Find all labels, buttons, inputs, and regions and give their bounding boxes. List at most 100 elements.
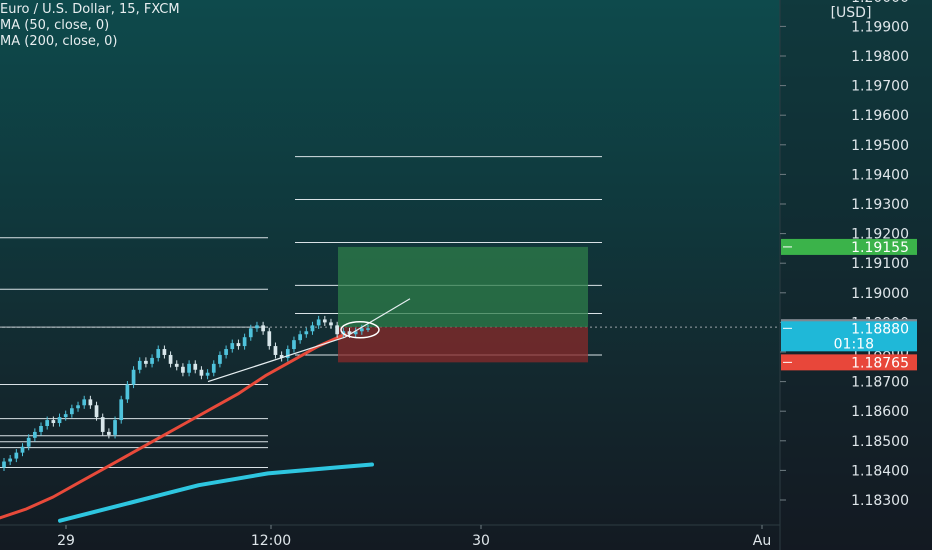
currency-label: [USD]: [831, 5, 872, 21]
candle-body: [255, 325, 259, 329]
candle-body: [236, 343, 241, 347]
candle-body: [57, 417, 62, 424]
candles: [2, 315, 370, 471]
price-tag: [781, 354, 917, 371]
trendline: [344, 298, 411, 338]
price-tick-label: 1.19600: [851, 108, 909, 124]
price-axis-background: [780, 0, 932, 550]
candle-body: [113, 420, 117, 435]
candle-body: [2, 461, 6, 468]
price-tick-label: 1.19400: [851, 167, 909, 183]
time-axis: 29 12:00 30 Au: [0, 524, 780, 549]
candle-body: [359, 328, 364, 332]
candle-body: [156, 349, 161, 358]
candle-body: [310, 325, 315, 332]
candle-body: [100, 417, 105, 432]
candle-body: [76, 405, 80, 409]
candle-body: [119, 399, 124, 421]
candle-body: [26, 437, 31, 447]
candle-body: [322, 319, 327, 323]
ma50-line: [0, 332, 347, 520]
price-tag: [781, 321, 917, 352]
candle-body: [211, 363, 216, 373]
ma50-series: [0, 332, 347, 520]
ma200-series: [58, 462, 374, 523]
price-tick-label: 1.19200: [851, 227, 909, 243]
candle-body: [298, 334, 302, 341]
candle-body: [304, 331, 309, 335]
target-zone: [338, 246, 588, 328]
candle-body: [205, 372, 210, 376]
candle-body: [187, 363, 191, 373]
price-tick-label: 1.19800: [851, 49, 909, 65]
price-axis: 1.20000 1.19900 1.19800 1.19700 1.19600 1.195…: [779, 0, 932, 550]
price-tag-label: 1.18880: [851, 321, 909, 337]
price-tick-label: 1.19500: [851, 138, 909, 154]
candle-body: [137, 360, 142, 370]
candle-body: [82, 399, 87, 406]
candle-body: [248, 328, 253, 338]
price-tick-label: 1.18300: [851, 493, 909, 509]
candle-body: [335, 325, 340, 335]
candle-body: [218, 354, 222, 364]
candle-body: [181, 366, 185, 373]
time-tick-label: 29: [57, 533, 75, 549]
price-tick-label: 1.20000: [851, 0, 909, 6]
candle-body: [51, 420, 56, 424]
candle-body: [14, 452, 19, 459]
candle-body: [285, 349, 290, 358]
candle-body: [193, 363, 198, 370]
candle-body: [162, 349, 167, 355]
candle-body: [366, 328, 370, 330]
ma50-legend: MA (50, close, 0): [0, 18, 110, 33]
candle-body: [261, 325, 265, 332]
candle-body: [39, 426, 43, 432]
candle-body: [199, 369, 204, 376]
candle-body: [329, 322, 333, 326]
candle-body: [224, 349, 228, 355]
position-zones: [338, 246, 588, 363]
price-tick-label: 1.18600: [851, 404, 909, 420]
time-tick-label: 12:00: [251, 533, 291, 549]
stop-zone: [338, 327, 588, 363]
candle-body: [230, 343, 235, 350]
candle-body: [63, 414, 68, 418]
candle-body: [88, 399, 93, 406]
price-tick-label: 1.19300: [851, 197, 909, 213]
price-tick-label: 1.19900: [851, 19, 909, 35]
drawings: [207, 298, 411, 383]
candle-body: [347, 331, 352, 335]
time-tick-label: 30: [472, 533, 490, 549]
candle-body: [150, 357, 154, 364]
candle-body: [267, 331, 272, 347]
ma200-legend: MA (200, close, 0): [0, 34, 118, 49]
candle-body: [316, 319, 321, 326]
candle-body: [32, 431, 37, 438]
trendline: [207, 336, 346, 383]
price-tag-label: 1.19155: [851, 240, 909, 256]
candle-body: [273, 346, 278, 355]
time-tick-label: Au: [753, 533, 771, 549]
ma200-line: [58, 462, 374, 523]
chart-legend: Euro / U.S. Dollar, 15, FXCM MA (50, clo…: [0, 2, 180, 50]
candle-body: [174, 363, 179, 367]
countdown-label: 01:18: [834, 336, 874, 352]
price-tick-label: 1.19100: [851, 256, 909, 272]
candle-body: [70, 408, 74, 415]
candle-body: [107, 431, 111, 435]
candle-body: [168, 354, 173, 364]
candle-body: [242, 337, 247, 347]
price-tag-label: 1.18765: [851, 355, 909, 371]
price-tick-label: 1.18700: [851, 375, 909, 391]
symbol-title: Euro / U.S. Dollar, 15, FXCM: [0, 2, 180, 17]
price-tick-label: 1.19000: [851, 286, 909, 302]
entry-marker-ellipse: [340, 321, 380, 339]
price-tick-label: 1.18400: [851, 463, 909, 479]
price-tick-label: 1.19700: [851, 79, 909, 95]
candle-body: [45, 420, 50, 426]
candle-body: [20, 446, 25, 453]
price-tag: [781, 238, 917, 255]
candle-body: [292, 340, 296, 350]
candle-body: [8, 458, 13, 462]
